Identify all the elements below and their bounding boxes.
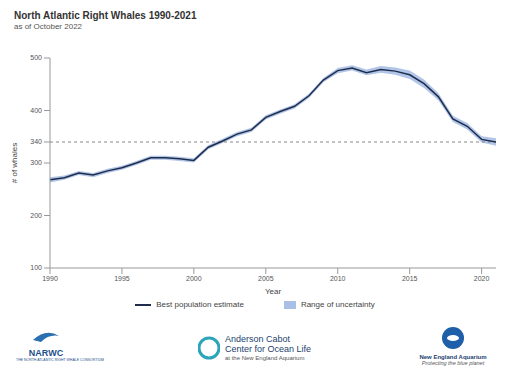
svg-text:400: 400 [30, 107, 42, 114]
svg-text:# of whales: # of whales [10, 143, 19, 183]
svg-text:2005: 2005 [258, 275, 274, 282]
html-text:Center for Ocean Life: Center for Ocean Life [225, 344, 311, 355]
html-text:New England Aquarium: New England Aquarium [419, 354, 487, 360]
html-text:Protecting the blue planet: Protecting the blue planet [421, 360, 485, 366]
svg-text:340: 340 [30, 138, 42, 145]
html-text:Anderson Cabot: Anderson Cabot [225, 334, 290, 344]
svg-text:1995: 1995 [114, 275, 130, 282]
svg-text:2020: 2020 [474, 275, 490, 282]
html-text:NARWC: NARWC [28, 348, 64, 358]
svg-text:200: 200 [30, 212, 42, 219]
svg-text:Year: Year [265, 287, 282, 296]
html-text:as of October 2022: as of October 2022 [14, 22, 82, 31]
html-text:at the New England Aquarium: at the New England Aquarium [225, 354, 305, 361]
svg-text:1990: 1990 [42, 275, 58, 282]
svg-text:500: 500 [30, 54, 42, 61]
svg-text:2015: 2015 [402, 275, 418, 282]
svg-text:2010: 2010 [330, 275, 346, 282]
svg-text:300: 300 [30, 159, 42, 166]
svg-text:100: 100 [30, 264, 42, 271]
html-text:Range of uncertainty: Range of uncertainty [300, 300, 375, 309]
html-text:THE NORTH ATLANTIC RIGHT WHALE: THE NORTH ATLANTIC RIGHT WHALE CONSORTIU… [16, 358, 104, 362]
svg-text:2000: 2000 [186, 275, 202, 282]
html-text:Best population estimate: Best population estimate [156, 300, 244, 309]
html-text:North Atlantic Right Whales 19: North Atlantic Right Whales 1990-2021 [14, 10, 197, 21]
